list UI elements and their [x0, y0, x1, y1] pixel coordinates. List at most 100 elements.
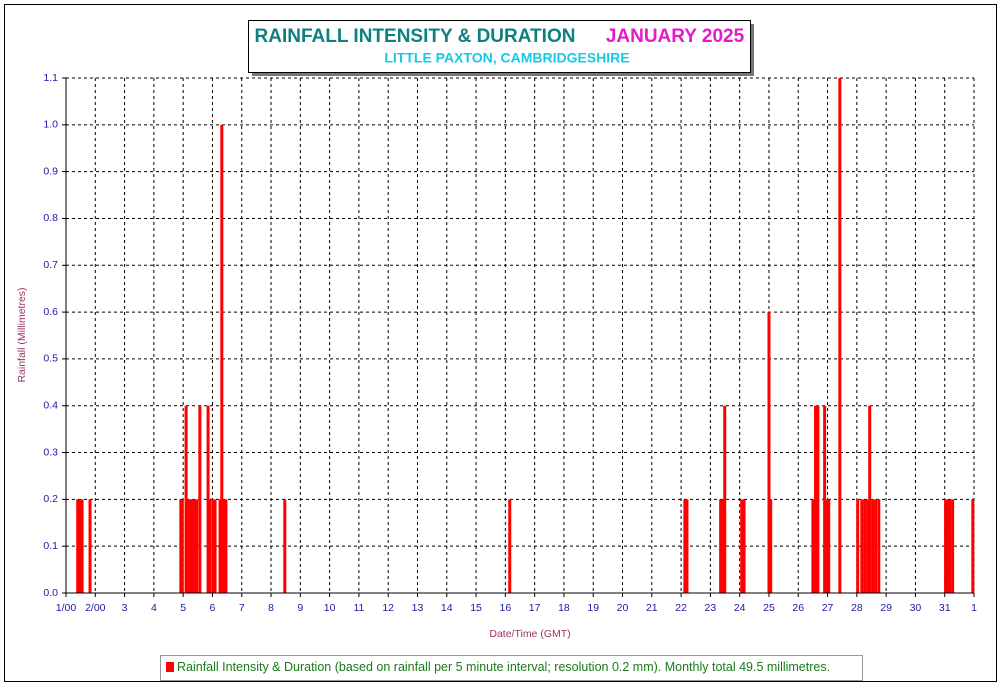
x-tick-label: 7: [239, 602, 245, 614]
bar: [769, 499, 773, 593]
x-tick-label: 22: [675, 602, 687, 614]
bar: [740, 499, 744, 593]
legend-label: Rainfall Intensity & Duration (based on …: [177, 660, 830, 674]
chart-subtitle: LITTLE PAXTON, CAMBRIDGESHIRE: [384, 50, 629, 66]
bar: [823, 405, 827, 593]
y-tick-label: 0.3: [43, 446, 58, 458]
x-tick-label: 25: [763, 602, 775, 614]
x-tick-label: 11: [353, 602, 364, 614]
x-tick-label: 3: [122, 602, 128, 614]
bar: [868, 405, 872, 593]
bar: [767, 312, 771, 593]
bar: [508, 499, 512, 593]
bar: [871, 499, 875, 593]
x-tick-label: 9: [297, 602, 303, 614]
bar: [944, 499, 948, 593]
x-tick-label: 12: [382, 602, 394, 614]
y-tick-label: 0.0: [43, 587, 58, 599]
bar: [721, 499, 725, 593]
bar: [971, 499, 975, 593]
bar: [683, 499, 687, 593]
bar: [827, 499, 831, 593]
x-tick-label: 20: [617, 602, 629, 614]
legend-swatch: [166, 662, 174, 672]
bar: [184, 405, 188, 593]
x-tick-label: 2/00: [85, 602, 106, 614]
bar: [723, 405, 727, 593]
bar: [88, 499, 92, 593]
bar: [220, 124, 224, 594]
bar: [211, 499, 215, 593]
bar: [856, 499, 860, 593]
y-tick-label: 0.2: [43, 493, 58, 505]
x-tick-label: 19: [587, 602, 599, 614]
bar: [863, 499, 867, 593]
bar: [860, 499, 864, 593]
bar: [838, 78, 842, 593]
bar: [816, 405, 820, 593]
x-tick-label: 27: [822, 602, 834, 614]
x-tick-label: 17: [529, 602, 541, 614]
y-tick-label: 0.7: [43, 259, 58, 271]
bar: [719, 499, 723, 593]
x-tick-label: 24: [734, 602, 746, 614]
bar: [951, 499, 955, 593]
x-tick-label: 15: [470, 602, 482, 614]
x-tick-label: 18: [558, 602, 570, 614]
bar: [224, 499, 228, 593]
x-tick-label: 23: [705, 602, 717, 614]
bar: [814, 405, 818, 593]
x-tick-label: 5: [180, 602, 186, 614]
x-tick-label: 26: [792, 602, 804, 614]
bar: [877, 499, 881, 593]
x-tick-label: 31: [939, 602, 951, 614]
bar: [206, 405, 210, 593]
x-tick-label: 1/00: [56, 602, 77, 614]
y-tick-label: 0.6: [43, 306, 58, 318]
chart-title: RAINFALL INTENSITY & DURATION: [255, 26, 576, 47]
x-tick-label: 6: [210, 602, 216, 614]
x-tick-label: 4: [151, 602, 157, 614]
bar: [946, 499, 950, 593]
bar: [180, 499, 184, 593]
title-box: [248, 20, 751, 73]
bar: [222, 499, 226, 593]
bar: [208, 499, 212, 593]
bar: [213, 499, 217, 593]
x-tick-label: 16: [500, 602, 512, 614]
x-axis-label: Date/Time (GMT): [489, 628, 570, 640]
y-tick-label: 1.1: [43, 72, 58, 84]
bar: [685, 499, 689, 593]
bar: [80, 499, 84, 593]
y-tick-label: 0.1: [43, 540, 58, 552]
legend-box: [160, 655, 863, 681]
bar: [283, 499, 287, 593]
x-tick-label: 1: [971, 602, 977, 614]
y-tick-label: 0.5: [43, 353, 58, 365]
bar: [198, 405, 202, 593]
bar: [874, 499, 878, 593]
bar: [948, 499, 952, 593]
frame: [4, 4, 997, 682]
y-tick-label: 0.8: [43, 212, 58, 224]
bar: [218, 499, 222, 593]
y-tick-label: 0.9: [43, 165, 58, 177]
x-tick-label: 8: [268, 602, 274, 614]
x-tick-label: 28: [851, 602, 863, 614]
x-tick-label: 10: [324, 602, 336, 614]
y-tick-label: 1.0: [43, 119, 58, 131]
bar: [825, 499, 829, 593]
bar: [866, 499, 870, 593]
bar: [195, 499, 199, 593]
y-tick-label: 0.4: [43, 400, 58, 412]
y-axis-label: Rainfall (Millimetres): [16, 287, 28, 382]
bar: [742, 499, 746, 593]
chart-month: JANUARY 2025: [606, 26, 745, 47]
x-tick-label: 29: [880, 602, 892, 614]
x-tick-label: 21: [646, 602, 658, 614]
x-tick-label: 14: [441, 602, 453, 614]
x-tick-label: 30: [910, 602, 922, 614]
x-tick-label: 13: [412, 602, 424, 614]
